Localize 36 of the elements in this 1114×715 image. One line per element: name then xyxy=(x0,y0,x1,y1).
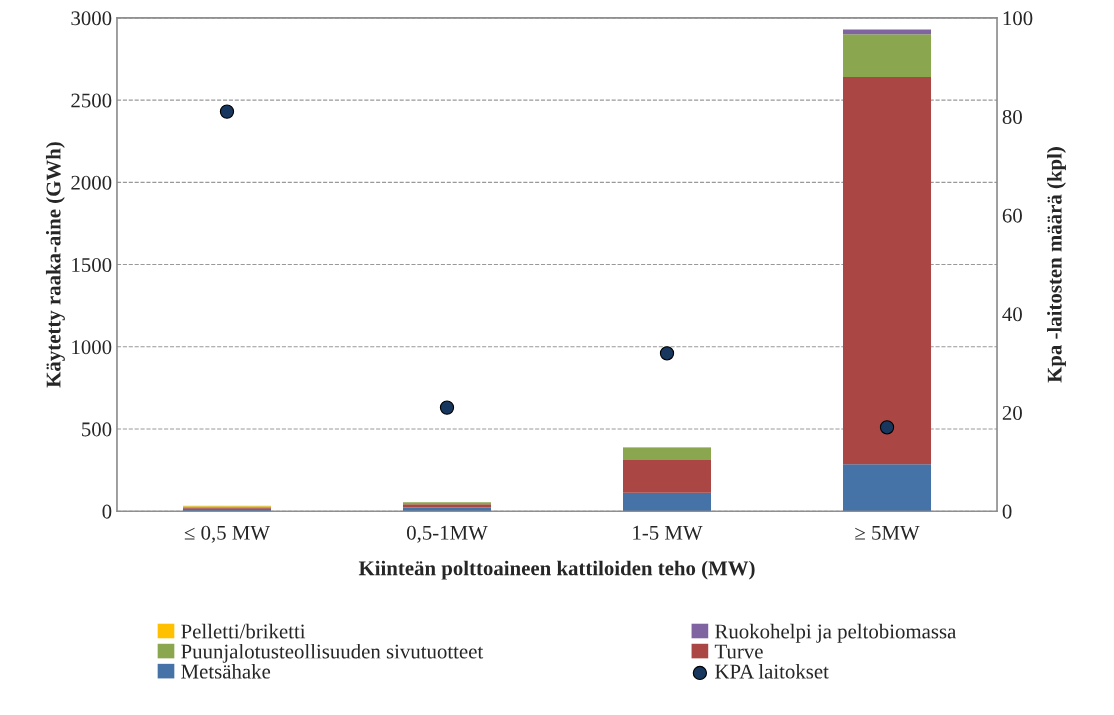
y-axis-title: Käytetty raaka-aine (GWh) xyxy=(45,142,65,388)
bar xyxy=(843,34,932,78)
x-axis-title: Kiinteän polttoaineen kattiloiden teho (MW) xyxy=(358,560,755,580)
x-tick-label: ≥ 5MW xyxy=(855,525,920,540)
point xyxy=(879,420,895,435)
bar xyxy=(623,459,712,493)
y-tick-label: 3000 xyxy=(71,11,112,26)
x-tick-label: ≤ 0,5 MW xyxy=(184,525,270,543)
y2-tick-label: 100 xyxy=(1003,11,1033,26)
y-tick-label: 1500 xyxy=(72,257,112,272)
bar xyxy=(843,464,932,512)
y-tick-label: 1000 xyxy=(72,340,112,355)
bar xyxy=(623,492,712,512)
y-tick-label: 500 xyxy=(82,422,112,437)
point xyxy=(659,346,675,361)
y-tick-label: 0 xyxy=(102,504,112,519)
y2-tick-label: 80 xyxy=(1002,109,1022,124)
y2-tick-label: 40 xyxy=(1002,307,1022,322)
y2-tick-label: 60 xyxy=(1002,208,1022,223)
legend-label: Pelletti/briketti xyxy=(181,623,306,639)
y-tick-label: 2000 xyxy=(71,175,112,190)
y2-tick-label: 20 xyxy=(1002,405,1022,420)
legend-label: Turve xyxy=(714,644,763,659)
x-tick-label: 0,5-1MW xyxy=(406,525,488,543)
bar xyxy=(623,447,712,460)
legend-label: Ruokohelpi ja peltobiomassa xyxy=(715,623,957,643)
legend-label: KPA laitokset xyxy=(715,663,829,679)
legend-label: Metsähake xyxy=(181,663,271,679)
y2-tick-label: 0 xyxy=(1002,504,1012,519)
legend-label: Puunjalotusteollisuuden sivutuotteet xyxy=(181,643,484,663)
point xyxy=(219,104,235,119)
x-tick-label: 1-5 MW xyxy=(633,525,703,540)
y-tick-label: 2500 xyxy=(71,93,112,108)
bar xyxy=(843,77,932,465)
y2-axis-title: Kpa -laitosten määrä (kpl) xyxy=(1047,147,1066,383)
point xyxy=(439,400,455,415)
